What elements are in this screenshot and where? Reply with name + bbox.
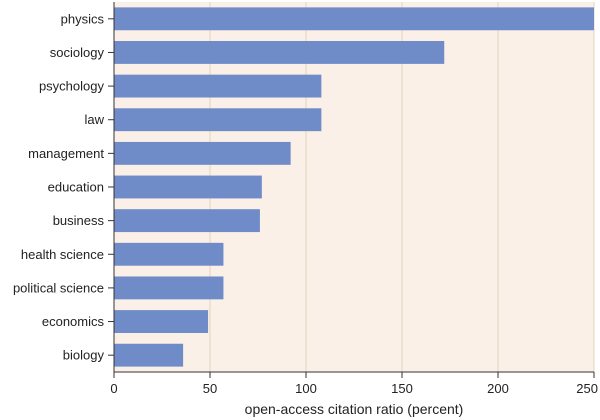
category-label: health science xyxy=(21,247,104,262)
category-label: management xyxy=(28,146,104,161)
bar-business xyxy=(114,209,260,233)
category-label: economics xyxy=(42,314,105,329)
category-label: education xyxy=(48,180,104,195)
bar-management xyxy=(114,141,291,165)
y-axis: physics sociology psychology law management e… xyxy=(13,2,115,372)
category-label: biology xyxy=(63,348,105,363)
category-label: psychology xyxy=(39,79,105,94)
category-label: political science xyxy=(13,280,104,295)
bar-economics xyxy=(114,310,209,333)
x-tick-label: 0 xyxy=(110,381,117,396)
category-label: sociology xyxy=(50,45,105,60)
x-tick-label: 50 xyxy=(203,381,217,396)
category-label: law xyxy=(84,112,104,127)
bar-political-science xyxy=(114,276,224,300)
bar-health-science xyxy=(114,242,224,266)
x-tick-label: 150 xyxy=(391,381,413,396)
bars xyxy=(114,7,594,367)
category-label: physics xyxy=(61,11,105,26)
bar-physics xyxy=(114,7,594,31)
bar-education xyxy=(114,175,262,199)
x-tick-label: 250 xyxy=(576,381,598,396)
bar-law xyxy=(114,108,322,132)
x-axis-title: open-access citation ratio (percent) xyxy=(245,401,464,417)
bar-psychology xyxy=(114,74,322,98)
x-tick-label: 200 xyxy=(487,381,509,396)
bar-biology xyxy=(114,343,184,367)
x-axis: 0 50 100 150 200 250 xyxy=(110,371,598,396)
x-tick-label: 100 xyxy=(295,381,317,396)
bar-sociology xyxy=(114,41,445,64)
category-label: business xyxy=(53,213,105,228)
